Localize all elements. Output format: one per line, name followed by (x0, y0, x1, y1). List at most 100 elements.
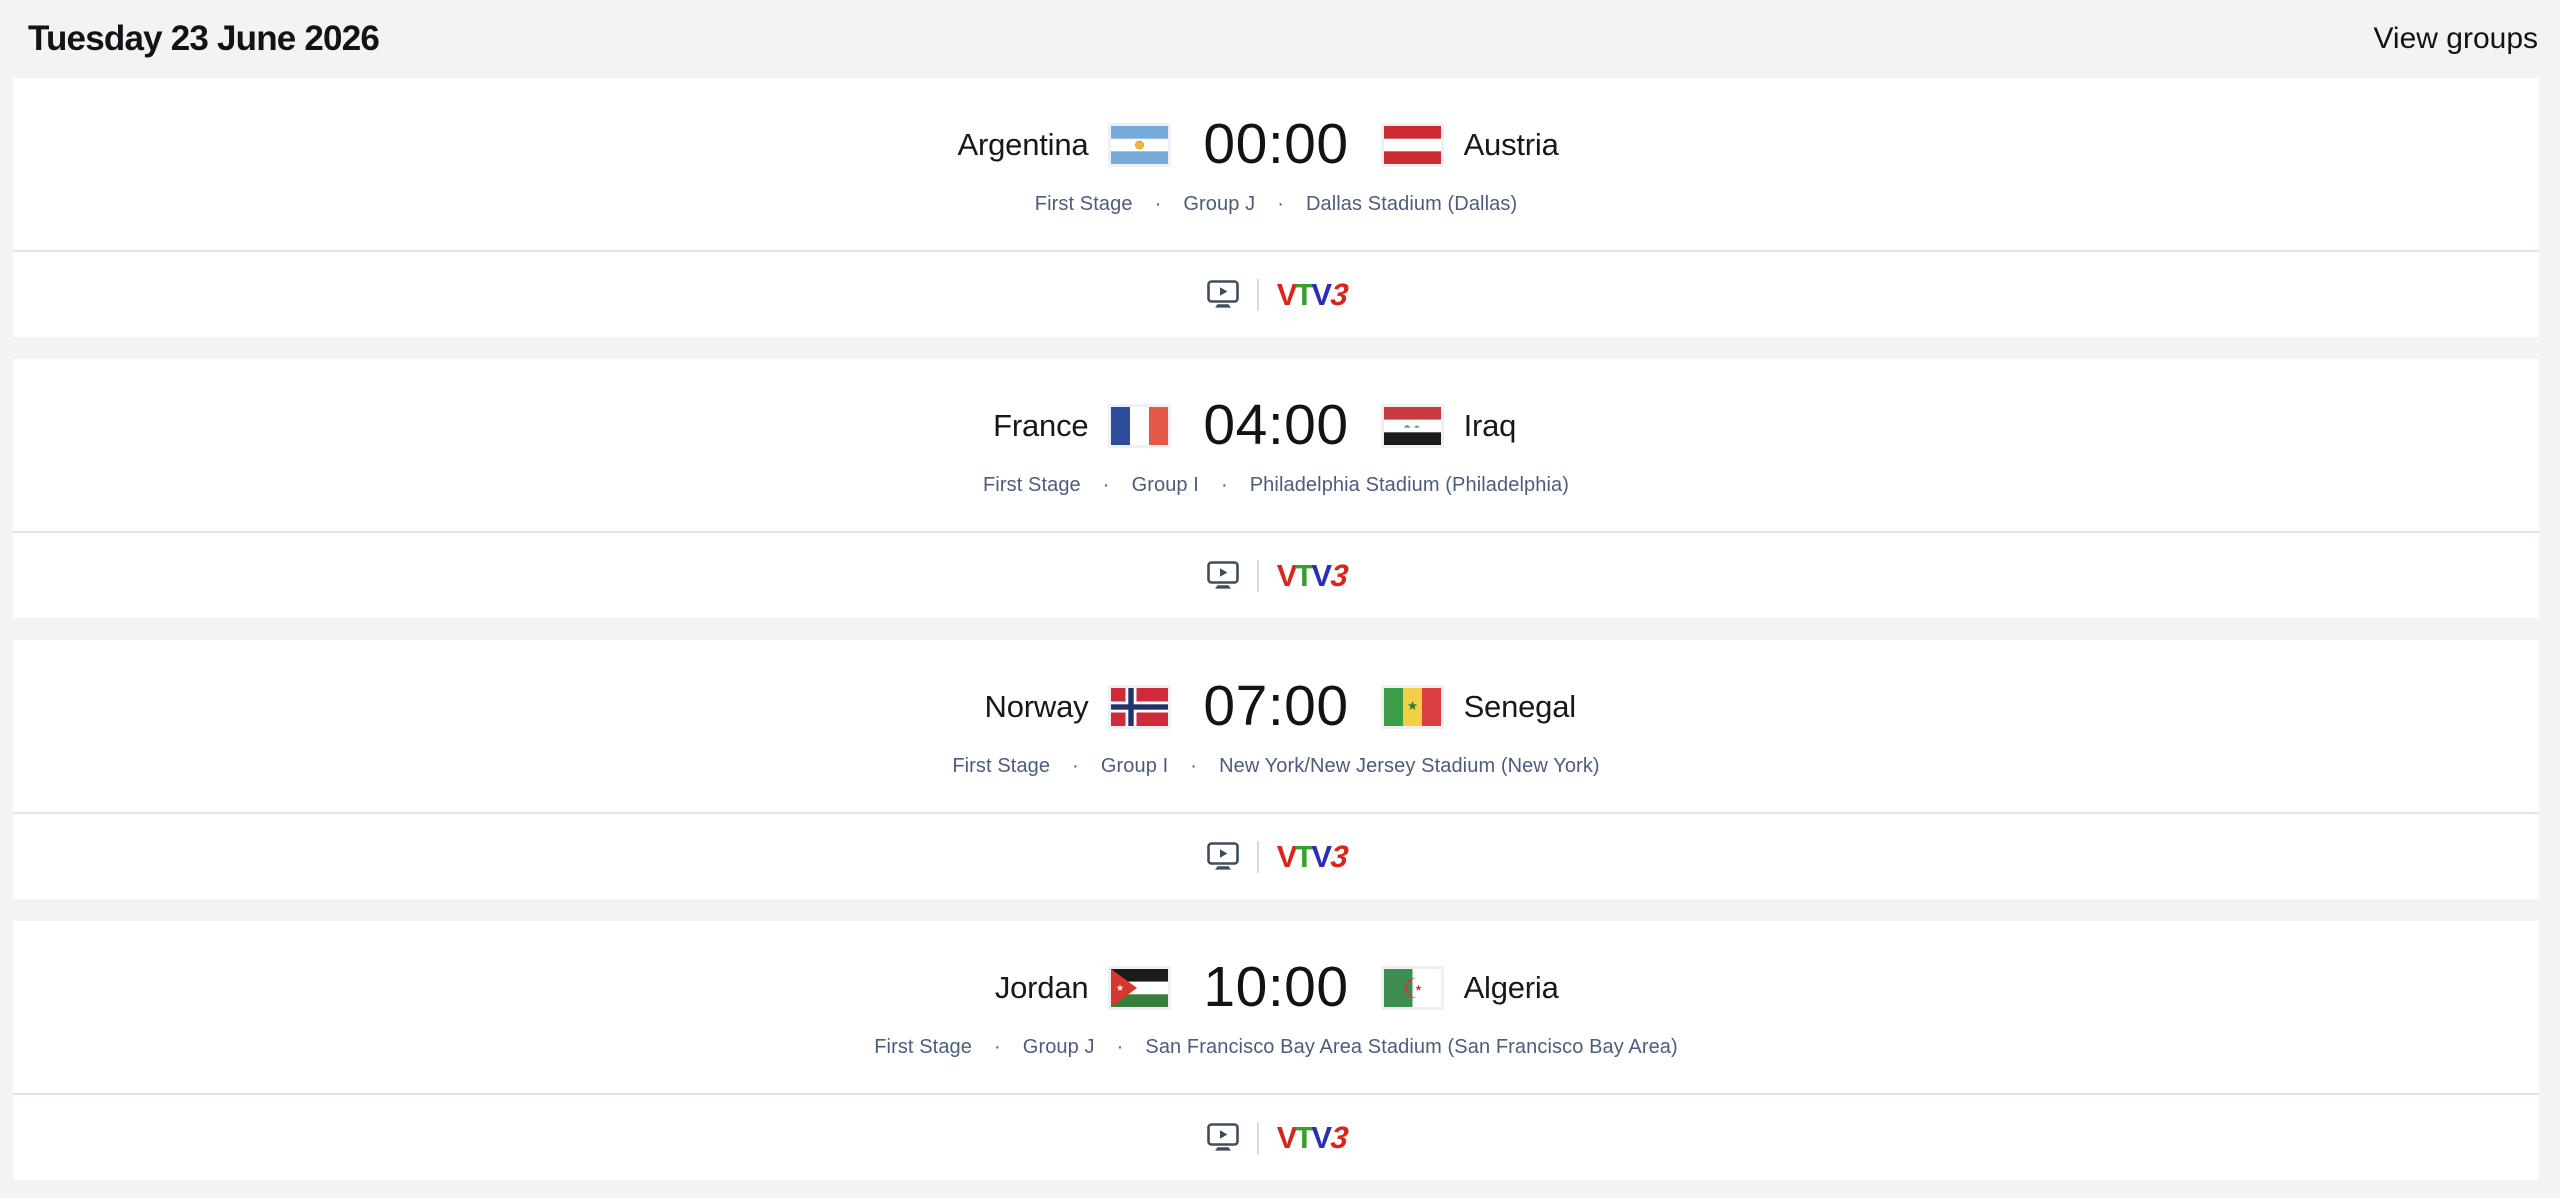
match-summary[interactable]: Argentina 00:00 Austria First Stage · Gr… (13, 78, 2539, 250)
norway-flag-icon (1108, 684, 1172, 729)
info-separator: · (994, 1036, 1001, 1058)
vtv3-logo-letter: V (1276, 839, 1298, 874)
match-info-line: First Stage · Group I · New York/New Jer… (952, 755, 1599, 778)
group-label: Group I (1100, 755, 1169, 777)
tv-play-icon[interactable] (1206, 280, 1239, 309)
home-side: Norway (13, 684, 1172, 729)
home-team-name: Argentina (957, 126, 1089, 162)
card-divider (13, 812, 2539, 814)
info-separator: · (1190, 755, 1198, 777)
france-flag-icon (1108, 403, 1172, 448)
group-label: Group J (1022, 1036, 1095, 1058)
argentina-flag-icon (1108, 122, 1172, 167)
group-label: Group J (1183, 193, 1256, 215)
stage-label: First Stage (982, 474, 1081, 496)
venue-label: Philadelphia Stadium (Philadelphia) (1249, 474, 1569, 496)
info-separator: · (1277, 193, 1284, 215)
card-divider (13, 250, 2539, 252)
broadcast-separator (1256, 559, 1259, 592)
home-side: Jordan (13, 965, 1172, 1010)
day-header: Tuesday 23 June 2026 View groups (0, 0, 2560, 78)
venue-label: San Francisco Bay Area Stadium (San Fran… (1145, 1036, 1678, 1058)
away-side: Austria (1380, 122, 2539, 167)
match-card: Jordan 10:00 Algeria First Stage · Group… (13, 921, 2539, 1180)
stage-label: First Stage (1034, 193, 1133, 215)
tv-play-icon[interactable] (1206, 842, 1239, 871)
vtv3-logo-letter: 3 (1328, 1120, 1348, 1155)
broadcast-separator (1256, 1121, 1259, 1154)
match-card: Argentina 00:00 Austria First Stage · Gr… (13, 78, 2539, 337)
info-separator: · (1220, 474, 1228, 496)
view-groups-link[interactable]: View groups (2373, 22, 2538, 55)
vtv3-logo-letter: 3 (1328, 558, 1348, 593)
info-separator: · (1102, 474, 1110, 496)
home-team-name: France (993, 407, 1089, 443)
info-separator: · (1072, 755, 1079, 777)
vtv3-logo-letter: V (1276, 277, 1298, 312)
vtv3-logo-letter: 3 (1328, 277, 1348, 312)
away-team-name: Iraq (1463, 407, 1517, 443)
away-side: Senegal (1380, 684, 2539, 729)
info-separator: · (1116, 1036, 1124, 1058)
vtv3-logo-letter: V (1311, 558, 1332, 593)
kickoff-time: 10:00 (1203, 955, 1349, 1019)
away-side: Iraq (1380, 403, 2539, 448)
venue-label: New York/New Jersey Stadium (New York) (1219, 755, 1600, 777)
away-team-name: Austria (1463, 126, 1559, 162)
date-title: Tuesday 23 June 2026 (28, 19, 380, 58)
card-divider (13, 1093, 2539, 1095)
info-separator: · (1154, 193, 1162, 215)
tv-play-icon[interactable] (1206, 1123, 1239, 1152)
vtv3-logo-letter: V (1311, 1120, 1332, 1155)
senegal-flag-icon (1380, 684, 1444, 729)
home-team-name: Jordan (994, 969, 1089, 1005)
card-divider (13, 531, 2539, 533)
match-info-line: First Stage · Group I · Philadelphia Sta… (983, 474, 1569, 497)
stage-label: First Stage (952, 755, 1051, 777)
away-team-name: Senegal (1463, 688, 1577, 724)
vtv3-logo-letter: T (1294, 558, 1314, 593)
tv-play-icon[interactable] (1206, 561, 1239, 590)
kickoff-time: 07:00 (1203, 674, 1349, 738)
vtv3-logo-letter: V (1311, 839, 1332, 874)
venue-label: Dallas Stadium (Dallas) (1305, 193, 1518, 215)
kickoff-time: 04:00 (1203, 393, 1349, 457)
home-team-name: Norway (984, 688, 1089, 724)
vtv3-logo-letter: T (1294, 1120, 1314, 1155)
stage-label: First Stage (874, 1036, 973, 1058)
match-info-line: First Stage · Group J · Dallas Stadium (… (1035, 193, 1517, 216)
away-team-name: Algeria (1463, 969, 1559, 1005)
home-side: Argentina (13, 122, 1172, 167)
match-info-line: First Stage · Group J · San Francisco Ba… (874, 1036, 1678, 1059)
match-row: Argentina 00:00 Austria (13, 116, 2539, 173)
austria-flag-icon (1380, 122, 1444, 167)
match-summary[interactable]: France 04:00 Iraq First Stage · Group I … (13, 359, 2539, 531)
broadcast-separator (1256, 278, 1259, 311)
algeria-flag-icon (1380, 965, 1444, 1010)
broadcast-separator (1256, 840, 1259, 873)
match-list: Argentina 00:00 Austria First Stage · Gr… (13, 78, 2539, 1180)
vtv3-logo-letter: V (1311, 277, 1332, 312)
match-row: France 04:00 Iraq (13, 397, 2539, 454)
vtv3-logo-letter: 3 (1328, 839, 1348, 874)
match-card: Norway 07:00 Senegal First Stage · Group… (13, 640, 2539, 899)
match-summary[interactable]: Jordan 10:00 Algeria First Stage · Group… (13, 921, 2539, 1093)
match-card: France 04:00 Iraq First Stage · Group I … (13, 359, 2539, 618)
vtv3-logo-letter: V (1276, 1120, 1298, 1155)
match-row: Norway 07:00 Senegal (13, 678, 2539, 735)
iraq-flag-icon (1380, 403, 1444, 448)
home-side: France (13, 403, 1172, 448)
kickoff-time: 00:00 (1203, 112, 1349, 176)
vtv3-logo-letter: V (1276, 558, 1298, 593)
match-row: Jordan 10:00 Algeria (13, 959, 2539, 1016)
match-summary[interactable]: Norway 07:00 Senegal First Stage · Group… (13, 640, 2539, 812)
jordan-flag-icon (1108, 965, 1172, 1010)
